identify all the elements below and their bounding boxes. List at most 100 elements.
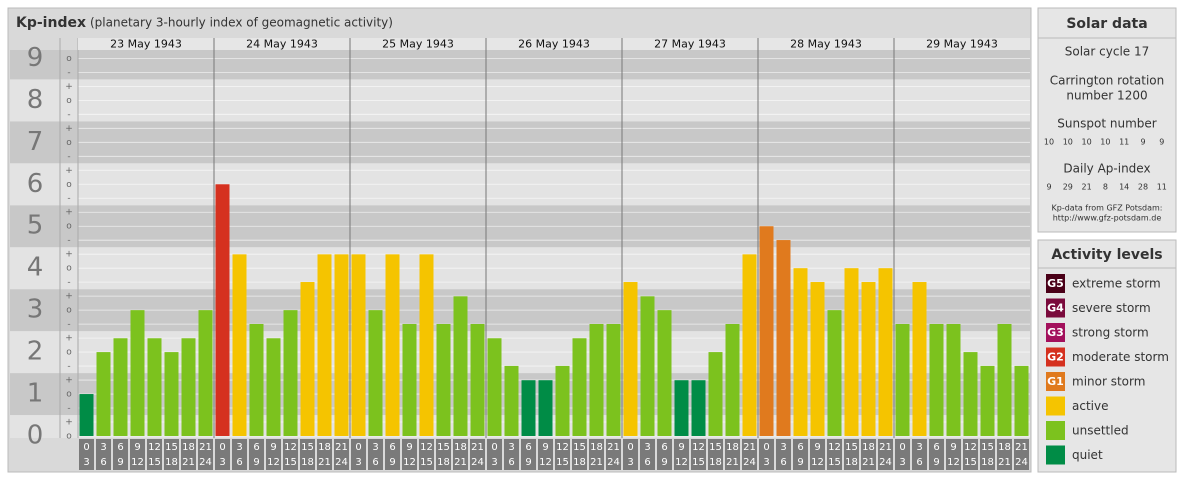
hour-box [793, 439, 808, 470]
hour-to: 15 [692, 457, 705, 468]
hour-box [912, 439, 927, 470]
bar [470, 323, 485, 436]
hour-to: 21 [998, 457, 1011, 468]
minor-tick-label: o [66, 432, 72, 442]
hour-from: 0 [899, 442, 905, 453]
bar [946, 323, 961, 436]
ap-value: 11 [1157, 183, 1167, 192]
day-label: 25 May 1943 [382, 38, 454, 51]
y-tick-label: 7 [27, 127, 44, 157]
bar [623, 282, 638, 436]
hour-from: 3 [644, 442, 650, 453]
y-tick-label: 8 [27, 85, 44, 115]
hour-from: 6 [253, 442, 259, 453]
hour-box [929, 439, 944, 470]
hour-box [385, 439, 400, 470]
hour-from: 3 [508, 442, 514, 453]
hour-to: 6 [780, 457, 786, 468]
bar [283, 310, 298, 436]
hour-to: 3 [83, 457, 89, 468]
chart-subtitle: (planetary 3-hourly index of geomagnetic… [90, 16, 393, 30]
legend-badge: G5 [1047, 277, 1064, 290]
band [10, 415, 1030, 438]
bar [555, 365, 570, 436]
hour-from: 21 [879, 442, 892, 453]
hour-box [725, 439, 740, 470]
bar [334, 254, 349, 436]
hour-from: 15 [981, 442, 994, 453]
bar [912, 282, 927, 436]
bar [453, 296, 468, 436]
hour-to: 18 [709, 457, 722, 468]
hour-from: 15 [573, 442, 586, 453]
hour-box [164, 439, 179, 470]
bar [997, 323, 1012, 436]
hour-to: 9 [253, 457, 259, 468]
hour-from: 12 [692, 442, 705, 453]
hour-box [691, 439, 706, 470]
hour-box [623, 439, 638, 470]
minor-tick-label: o [66, 306, 72, 316]
hour-from: 9 [678, 442, 684, 453]
hour-to: 12 [675, 457, 688, 468]
sunspot-label: Sunspot number [1057, 117, 1156, 131]
hour-from: 3 [236, 442, 242, 453]
hour-from: 3 [916, 442, 922, 453]
sunspot-value: 11 [1119, 138, 1129, 147]
hour-to: 24 [879, 457, 892, 468]
minor-tick-label: - [67, 152, 70, 162]
hour-to: 21 [454, 457, 467, 468]
hour-from: 0 [219, 442, 225, 453]
bar [1014, 365, 1029, 436]
hour-to: 15 [284, 457, 297, 468]
ap-value: 8 [1103, 183, 1108, 192]
bar [487, 338, 502, 436]
bar [759, 226, 774, 436]
minor-tick-label: - [67, 320, 70, 330]
y-tick-label: 0 [27, 421, 44, 451]
y-tick-label: 1 [27, 379, 44, 409]
hour-box [232, 439, 247, 470]
hour-to: 15 [964, 457, 977, 468]
hour-to: 12 [267, 457, 280, 468]
hour-from: 21 [471, 442, 484, 453]
hour-to: 6 [372, 457, 378, 468]
bar [810, 282, 825, 436]
bar [419, 254, 434, 436]
bar [963, 352, 978, 436]
hour-from: 21 [335, 442, 348, 453]
hour-to: 21 [726, 457, 739, 468]
hour-box [555, 439, 570, 470]
hour-box [147, 439, 162, 470]
hour-box [997, 439, 1012, 470]
bar [538, 380, 553, 436]
hour-to: 24 [199, 457, 212, 468]
ap-value: 28 [1138, 183, 1148, 192]
hour-box [708, 439, 723, 470]
hour-to: 12 [947, 457, 960, 468]
legend-swatch [1046, 372, 1065, 391]
hour-from: 6 [797, 442, 803, 453]
bar [895, 323, 910, 436]
hour-from: 15 [845, 442, 858, 453]
hour-to: 18 [437, 457, 450, 468]
hour-box [113, 439, 128, 470]
minor-tick-label: + [65, 292, 73, 302]
bar [521, 380, 536, 436]
hour-box [606, 439, 621, 470]
hour-to: 9 [933, 457, 939, 468]
hour-to: 21 [182, 457, 195, 468]
hour-from: 12 [148, 442, 161, 453]
hour-from: 3 [372, 442, 378, 453]
sunspot-value: 10 [1044, 138, 1054, 147]
hour-box [249, 439, 264, 470]
hour-to: 15 [556, 457, 569, 468]
hour-to: 6 [508, 457, 514, 468]
bar [317, 254, 332, 436]
bar [589, 323, 604, 436]
hour-from: 0 [627, 442, 633, 453]
bar [385, 254, 400, 436]
hour-from: 21 [1015, 442, 1028, 453]
day-header [758, 38, 894, 50]
bar [844, 268, 859, 436]
